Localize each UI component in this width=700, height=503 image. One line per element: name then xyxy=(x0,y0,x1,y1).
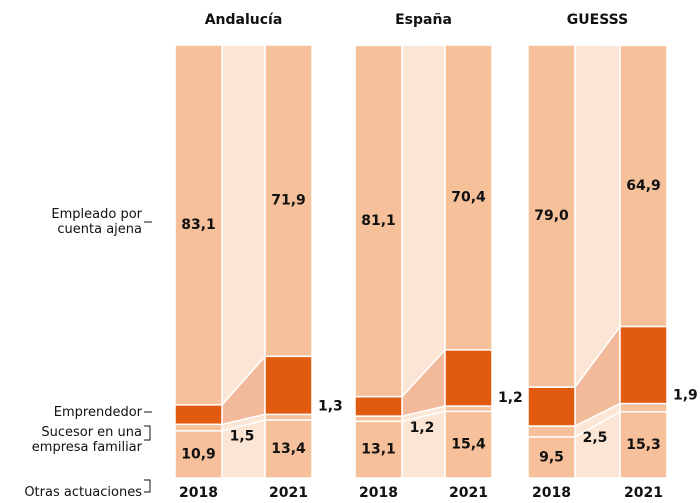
x-tick-label: 2018 xyxy=(532,485,571,501)
bar-segment xyxy=(444,44,493,351)
group-title: GUESSS xyxy=(567,12,628,28)
data-label: 1,9 xyxy=(673,388,698,404)
data-label: 64,9 xyxy=(626,178,661,194)
x-tick-label: 2021 xyxy=(269,485,308,501)
data-label: 15,4 xyxy=(451,437,486,453)
bar-segment xyxy=(174,44,223,406)
legend-label: Sucesor en una empresa familiar xyxy=(31,425,142,455)
data-label: 1,5 xyxy=(230,428,255,444)
group-title: España xyxy=(395,12,452,28)
data-label: 2,5 xyxy=(583,430,608,446)
bar-segment xyxy=(264,419,313,479)
bar-segment xyxy=(619,325,668,405)
bar-segment xyxy=(527,425,576,438)
bar-segment xyxy=(527,386,576,427)
data-label: 13,1 xyxy=(361,442,396,458)
bar-segment xyxy=(444,349,493,407)
data-label: 81,1 xyxy=(361,213,396,229)
bar-segment xyxy=(264,413,313,421)
group-title: Andalucía xyxy=(205,12,283,28)
bar-segment xyxy=(354,415,403,423)
data-label: 13,4 xyxy=(271,441,306,457)
x-tick-label: 2021 xyxy=(449,485,488,501)
connector xyxy=(221,44,266,407)
bar-segment xyxy=(354,44,403,398)
bar-segment xyxy=(174,404,223,426)
data-label: 1,3 xyxy=(318,398,343,414)
data-label: 70,4 xyxy=(451,189,486,205)
connector xyxy=(401,44,446,399)
x-tick-label: 2018 xyxy=(179,485,218,501)
data-label: 15,3 xyxy=(626,437,661,453)
legend-label: Emprendedor xyxy=(53,404,142,420)
bar-segment xyxy=(264,355,313,416)
data-label: 79,0 xyxy=(534,208,569,224)
bar-segment xyxy=(527,44,576,388)
bar-segment xyxy=(619,44,668,328)
bar-segment xyxy=(619,402,668,413)
data-label: 1,2 xyxy=(410,420,435,436)
x-tick-label: 2021 xyxy=(624,485,663,501)
bar-segment xyxy=(354,395,403,417)
data-label: 9,5 xyxy=(539,449,564,465)
bar-segment xyxy=(174,430,223,479)
data-label: 83,1 xyxy=(181,217,216,233)
data-label: 1,2 xyxy=(498,390,523,406)
legend-label: Otras actuaciones xyxy=(24,484,142,500)
x-tick-label: 2018 xyxy=(359,485,398,501)
bar-segment xyxy=(354,420,403,479)
legend-label: Empleado por cuenta ajena xyxy=(51,207,142,237)
legend-bracket xyxy=(144,425,151,441)
data-label: 71,9 xyxy=(271,193,306,209)
bar-segment xyxy=(264,44,313,358)
connector xyxy=(574,44,621,390)
bar-segment xyxy=(174,423,223,432)
data-label: 10,9 xyxy=(181,446,216,462)
bar-segment xyxy=(619,411,668,479)
bar-segment xyxy=(444,405,493,413)
bar-segment xyxy=(444,410,493,479)
legend-bracket xyxy=(144,479,151,493)
